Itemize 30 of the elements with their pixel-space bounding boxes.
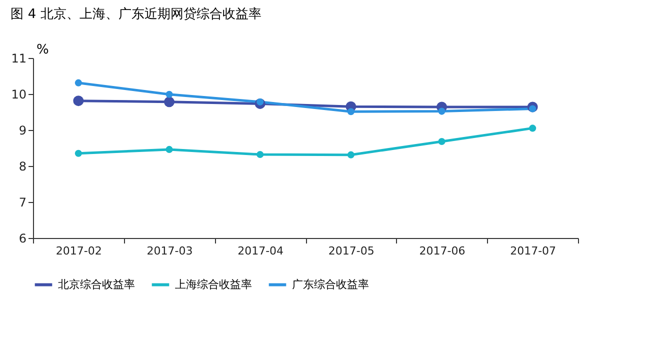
x-tick-label: 2017-04 (238, 244, 284, 258)
y-tick-label: 7 (18, 196, 26, 210)
legend-label: 北京综合收益率 (58, 278, 135, 291)
y-tick-label: 10 (11, 88, 26, 102)
chart-title: 图 4 北京、上海、广东近期网贷综合收益率 (10, 6, 262, 22)
x-tick-label: 2017-05 (328, 244, 374, 258)
point (347, 151, 354, 158)
point (74, 79, 82, 86)
point (74, 150, 82, 157)
point (347, 108, 354, 116)
x-tick-label: 2017-07 (510, 244, 556, 258)
point (166, 90, 173, 98)
y-tick-label: 11 (11, 52, 26, 66)
x-tick-label: 2017-03 (146, 244, 193, 258)
x-tick-label: 2017-02 (56, 244, 102, 258)
point (256, 98, 264, 106)
x-tick-label: 2017-06 (419, 244, 466, 258)
y-tick-label: 8 (18, 160, 26, 174)
point (438, 138, 446, 146)
point (256, 150, 264, 158)
point (164, 96, 174, 108)
point (529, 124, 536, 132)
y-axis-title: % (36, 42, 49, 58)
point (73, 96, 84, 106)
legend-label: 上海综合收益率 (175, 278, 252, 291)
y-tick-label: 6 (18, 232, 26, 246)
legend-label: 广东综合收益率 (292, 278, 369, 291)
point (438, 108, 446, 115)
point (166, 146, 173, 153)
y-tick-label: 9 (18, 124, 26, 138)
